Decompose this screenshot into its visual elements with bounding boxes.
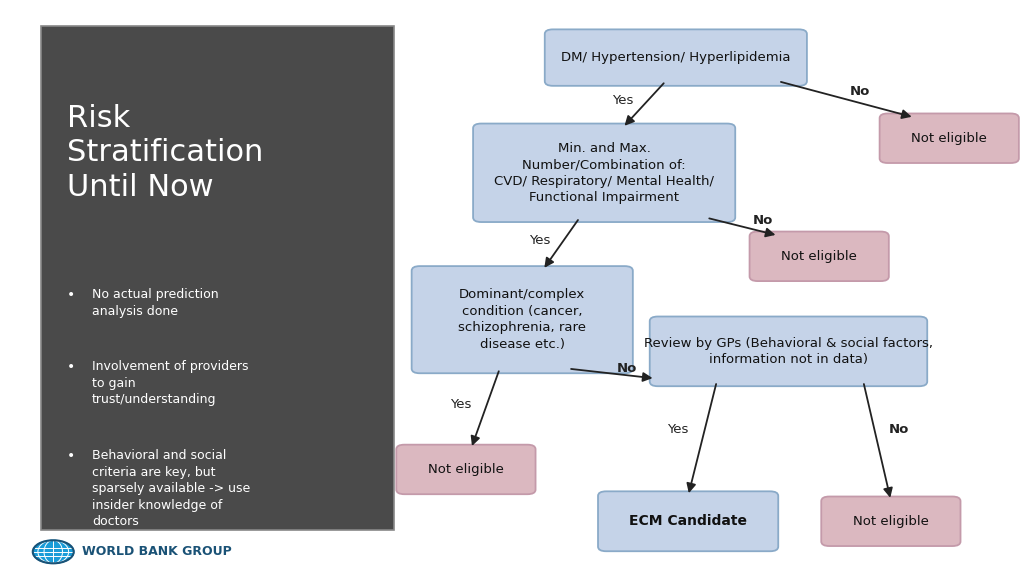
FancyBboxPatch shape bbox=[598, 491, 778, 551]
Text: Yes: Yes bbox=[668, 423, 688, 435]
Circle shape bbox=[33, 540, 74, 563]
FancyBboxPatch shape bbox=[41, 26, 394, 530]
Text: Behavioral and social
criteria are key, but
sparsely available -> use
insider kn: Behavioral and social criteria are key, … bbox=[92, 449, 251, 528]
Text: Involvement of providers
to gain
trust/understanding: Involvement of providers to gain trust/u… bbox=[92, 360, 249, 406]
Text: No: No bbox=[850, 85, 870, 97]
Text: Min. and Max.
Number/Combination of:
CVD/ Respiratory/ Mental Health/
Functional: Min. and Max. Number/Combination of: CVD… bbox=[495, 142, 714, 204]
Text: No actual prediction
analysis done: No actual prediction analysis done bbox=[92, 288, 219, 317]
Text: Not eligible: Not eligible bbox=[853, 515, 929, 528]
Text: Review by GPs (Behavioral & social factors,
information not in data): Review by GPs (Behavioral & social facto… bbox=[644, 336, 933, 366]
FancyBboxPatch shape bbox=[545, 29, 807, 86]
Text: •: • bbox=[67, 449, 75, 463]
FancyBboxPatch shape bbox=[473, 124, 735, 222]
Text: •: • bbox=[67, 288, 75, 302]
Text: Yes: Yes bbox=[612, 94, 633, 107]
Text: Not eligible: Not eligible bbox=[911, 132, 987, 145]
FancyBboxPatch shape bbox=[750, 232, 889, 281]
Text: No: No bbox=[753, 214, 773, 226]
Text: Not eligible: Not eligible bbox=[781, 250, 857, 263]
Text: DM/ Hypertension/ Hyperlipidemia: DM/ Hypertension/ Hyperlipidemia bbox=[561, 51, 791, 64]
Text: Yes: Yes bbox=[529, 234, 550, 247]
FancyBboxPatch shape bbox=[396, 445, 536, 494]
Text: Risk
Stratification
Until Now: Risk Stratification Until Now bbox=[67, 104, 263, 202]
Text: No: No bbox=[616, 362, 637, 375]
Text: No: No bbox=[889, 423, 909, 435]
FancyBboxPatch shape bbox=[880, 113, 1019, 163]
FancyBboxPatch shape bbox=[650, 317, 928, 386]
Text: ECM Candidate: ECM Candidate bbox=[629, 514, 748, 528]
FancyBboxPatch shape bbox=[821, 497, 961, 546]
Text: •: • bbox=[67, 360, 75, 374]
FancyBboxPatch shape bbox=[412, 266, 633, 373]
Text: Dominant/complex
condition (cancer,
schizophrenia, rare
disease etc.): Dominant/complex condition (cancer, schi… bbox=[459, 289, 586, 351]
Text: WORLD BANK GROUP: WORLD BANK GROUP bbox=[82, 545, 231, 558]
Text: Not eligible: Not eligible bbox=[428, 463, 504, 476]
Text: Yes: Yes bbox=[451, 399, 471, 411]
